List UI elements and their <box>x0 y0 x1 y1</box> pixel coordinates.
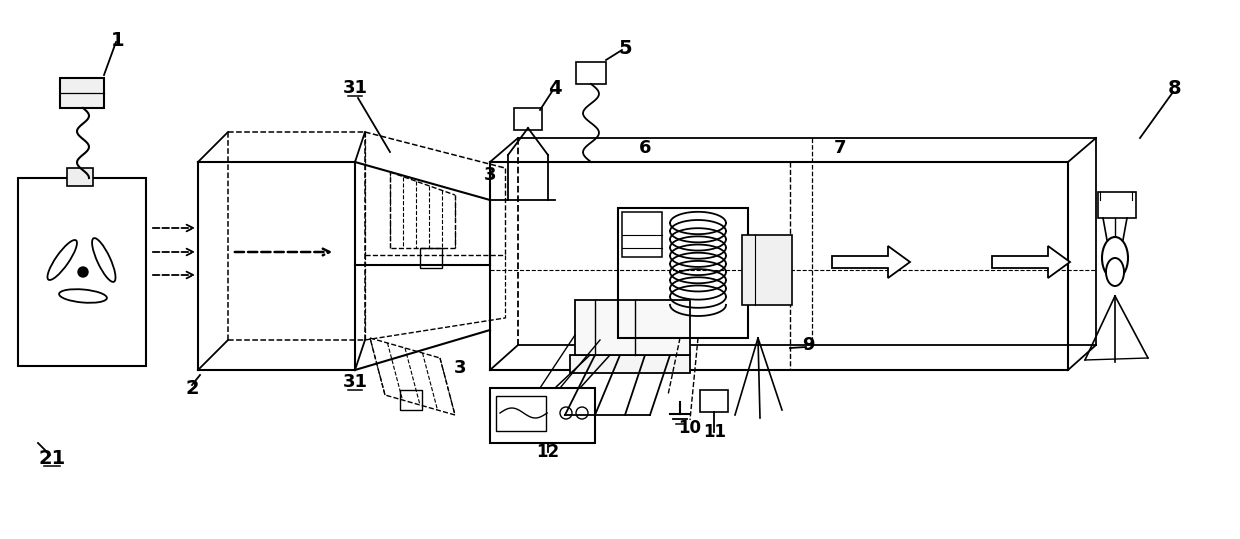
Text: 4: 4 <box>548 79 562 98</box>
Text: 6: 6 <box>639 139 651 157</box>
FancyArrow shape <box>992 246 1070 278</box>
Bar <box>701 390 728 412</box>
Text: 11: 11 <box>703 423 727 441</box>
Bar <box>577 62 606 84</box>
Bar <box>742 235 792 305</box>
Text: 5: 5 <box>619 38 632 58</box>
Ellipse shape <box>1106 258 1123 286</box>
Text: 31: 31 <box>342 373 367 391</box>
Text: 9: 9 <box>802 336 815 354</box>
Circle shape <box>78 267 88 277</box>
Text: 21: 21 <box>38 448 66 467</box>
Bar <box>1097 192 1136 218</box>
Bar <box>618 208 748 338</box>
Text: 2: 2 <box>185 378 198 397</box>
FancyArrow shape <box>832 246 910 278</box>
Text: 8: 8 <box>1168 79 1182 98</box>
Text: 7: 7 <box>833 139 846 157</box>
Bar <box>401 390 422 410</box>
Bar <box>622 212 662 257</box>
Ellipse shape <box>1102 237 1128 279</box>
Text: 12: 12 <box>537 443 559 461</box>
Bar <box>575 300 689 355</box>
Bar <box>570 355 689 373</box>
Bar <box>67 168 93 186</box>
Text: 31: 31 <box>342 79 367 97</box>
Bar <box>60 78 104 108</box>
Bar <box>490 388 595 443</box>
Bar <box>515 108 542 130</box>
Text: 1: 1 <box>112 31 125 50</box>
Text: 10: 10 <box>678 419 702 437</box>
Text: 3: 3 <box>484 166 496 184</box>
Bar <box>19 178 146 366</box>
Bar <box>496 396 546 431</box>
Bar <box>420 248 441 268</box>
Text: 3: 3 <box>454 359 466 377</box>
